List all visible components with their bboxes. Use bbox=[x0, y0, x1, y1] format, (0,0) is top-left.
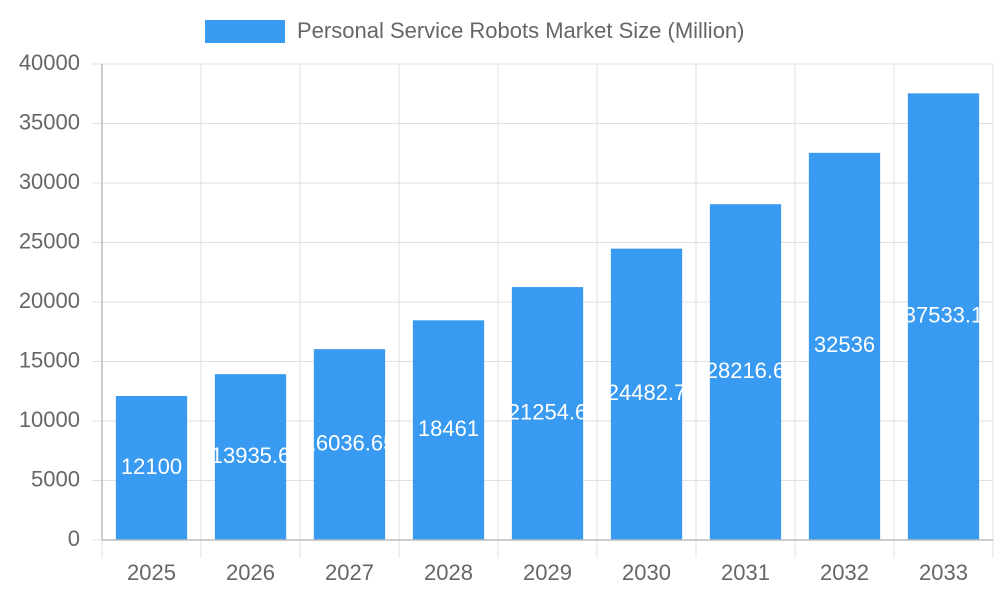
bar bbox=[313, 349, 386, 540]
x-tick-label: 2032 bbox=[820, 560, 869, 585]
bar bbox=[610, 248, 683, 540]
x-tick-label: 2033 bbox=[919, 560, 968, 585]
data-label: 28216.6 bbox=[706, 358, 786, 383]
data-label: 13935.6 bbox=[211, 443, 291, 468]
x-tick-label: 2027 bbox=[325, 560, 374, 585]
bar bbox=[412, 320, 485, 540]
bar bbox=[709, 204, 782, 540]
data-label: 12100 bbox=[121, 454, 182, 479]
y-tick-label: 35000 bbox=[19, 109, 80, 134]
data-label: 24482.7 bbox=[607, 380, 687, 405]
data-label: 32536 bbox=[814, 332, 875, 357]
data-label: 16036.65 bbox=[304, 430, 396, 455]
y-tick-label: 25000 bbox=[19, 228, 80, 253]
x-tick-label: 2025 bbox=[127, 560, 176, 585]
bar bbox=[808, 152, 881, 540]
y-tick-label: 15000 bbox=[19, 347, 80, 372]
data-label: 21254.6 bbox=[508, 399, 588, 424]
data-label: 18461 bbox=[418, 416, 479, 441]
bar bbox=[511, 287, 584, 540]
x-tick-label: 2030 bbox=[622, 560, 671, 585]
y-tick-label: 5000 bbox=[31, 466, 80, 491]
x-tick-label: 2026 bbox=[226, 560, 275, 585]
data-label: 37533.1 bbox=[904, 302, 984, 327]
bar bbox=[115, 396, 188, 540]
y-tick-label: 40000 bbox=[19, 50, 80, 75]
y-tick-label: 0 bbox=[68, 526, 80, 551]
bar bbox=[214, 374, 287, 540]
legend-label: Personal Service Robots Market Size (Mil… bbox=[297, 18, 745, 43]
x-tick-label: 2031 bbox=[721, 560, 770, 585]
bar bbox=[907, 93, 980, 540]
legend-swatch bbox=[205, 20, 285, 43]
y-tick-label: 30000 bbox=[19, 169, 80, 194]
y-tick-label: 10000 bbox=[19, 407, 80, 432]
y-tick-label: 20000 bbox=[19, 288, 80, 313]
x-tick-label: 2029 bbox=[523, 560, 572, 585]
x-tick-label: 2028 bbox=[424, 560, 473, 585]
